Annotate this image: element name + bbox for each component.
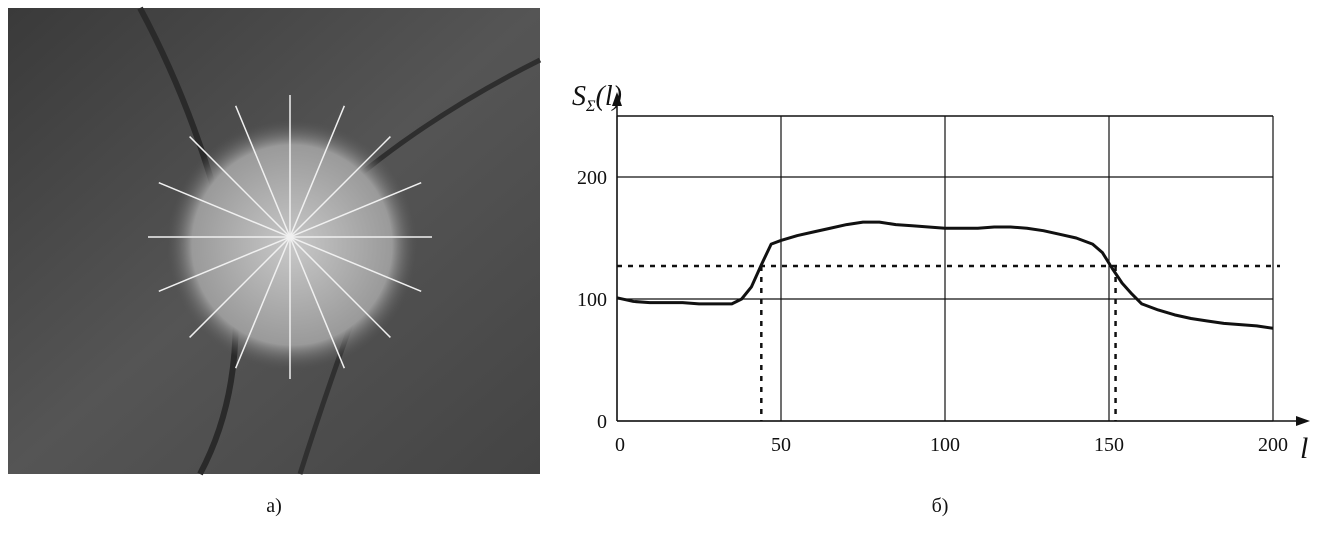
fundus-image [8,6,542,476]
y-tick-label: 100 [577,289,607,311]
y-axis-label: SΣ(l) [572,81,622,115]
x-tick-label: 150 [1094,434,1124,456]
y-axis-arrow [612,92,622,106]
x-tick-label: 0 [615,434,625,456]
x-tick-label: 200 [1258,434,1288,456]
y-label-sub: Σ [585,98,596,115]
y-tick-label: 200 [577,167,607,189]
x-axis-label: l [1300,432,1308,465]
x-tick-label: 100 [930,434,960,456]
ray [158,181,422,293]
x-axis-arrow [1296,416,1310,426]
y-label-base: S [572,81,586,112]
data-line [616,220,1274,330]
x-tick-label: 50 [771,434,791,456]
caption: б) [932,495,949,517]
caption: а) [266,495,282,517]
y-tick-label: 0 [597,411,607,433]
